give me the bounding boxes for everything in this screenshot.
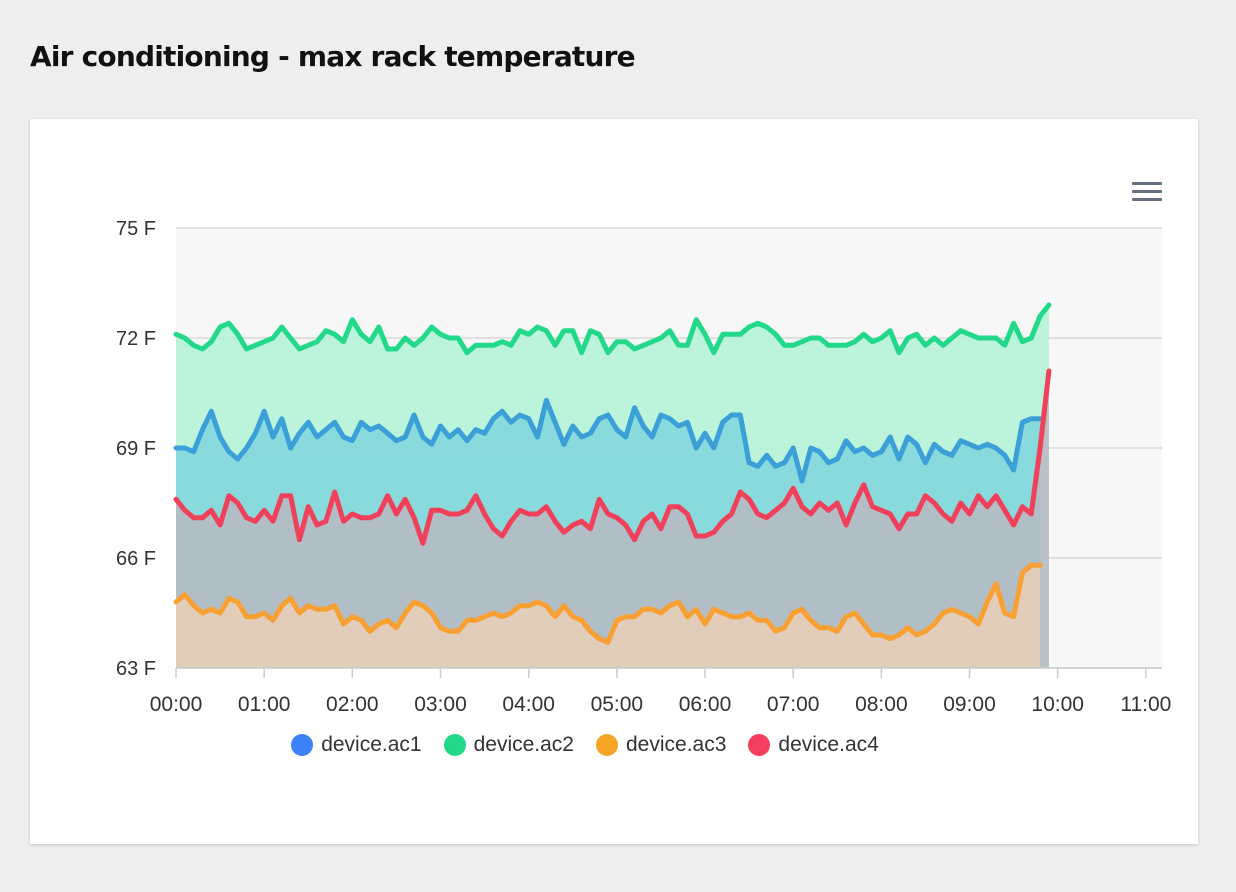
y-tick-label: 72 F [116,328,156,350]
legend-item-ac4[interactable]: device.ac4 [748,733,879,757]
series-line-device-ac3 [173,562,1043,645]
y-tick-label: 66 F [116,548,156,570]
x-tick-label: 01:00 [238,693,291,716]
x-tick-label: 03:00 [414,693,467,716]
chart-legend: device.ac1 device.ac2 device.ac3 device.… [30,733,1140,757]
chart-menu-button[interactable] [1130,179,1164,205]
page-title: Air conditioning - max rack temperature [30,40,636,73]
legend-marker [748,734,771,756]
legend-item-ac3[interactable]: device.ac3 [596,733,726,757]
legend-item-ac2[interactable]: device.ac2 [443,733,574,757]
hamburger-menu-icon [1132,182,1162,185]
x-tick-label: 04:00 [502,693,555,716]
legend-marker [291,734,314,756]
legend-label: device.ac1 [321,733,422,756]
series-line-device-ac2 [173,302,1052,356]
hamburger-menu-icon [1132,190,1162,193]
x-tick-label: 10:00 [1031,693,1084,716]
x-tick-label: 11:00 [1120,693,1171,716]
x-tick-label: 00:00 [150,693,203,716]
x-tick-label: 05:00 [591,693,644,716]
legend-item-ac1[interactable]: device.ac1 [291,733,422,757]
y-tick-label: 69 F [116,438,156,460]
legend-label: device.ac2 [473,733,574,756]
legend-label: device.ac3 [626,733,727,756]
x-tick-label: 07:00 [767,693,820,716]
area-fill-device-ac3 [176,565,1041,668]
legend-label: device.ac4 [778,733,879,756]
line-chart: 63 F 66 F 69 F 72 F 75 F 00:00 01:00 02:00 03:00… [116,218,1171,716]
x-tick-label: 02:00 [326,693,379,716]
y-tick-label: 75 F [116,218,156,240]
series-line-device-ac4 [173,368,1052,546]
x-tick-label: 09:00 [943,693,996,716]
legend-marker [443,734,466,756]
hamburger-menu-icon [1132,198,1162,201]
x-tick-label: 08:00 [855,693,908,716]
series-line-device-ac1 [173,397,1043,484]
chart-card: 63 F 66 F 69 F 72 F 75 F 00:00 01:00 02:00 03:00… [30,119,1198,844]
area-fill-device-ac4 [176,371,1049,668]
legend-marker [596,734,618,756]
x-tick-label: 06:00 [679,693,732,716]
y-tick-label: 63 F [116,658,156,680]
